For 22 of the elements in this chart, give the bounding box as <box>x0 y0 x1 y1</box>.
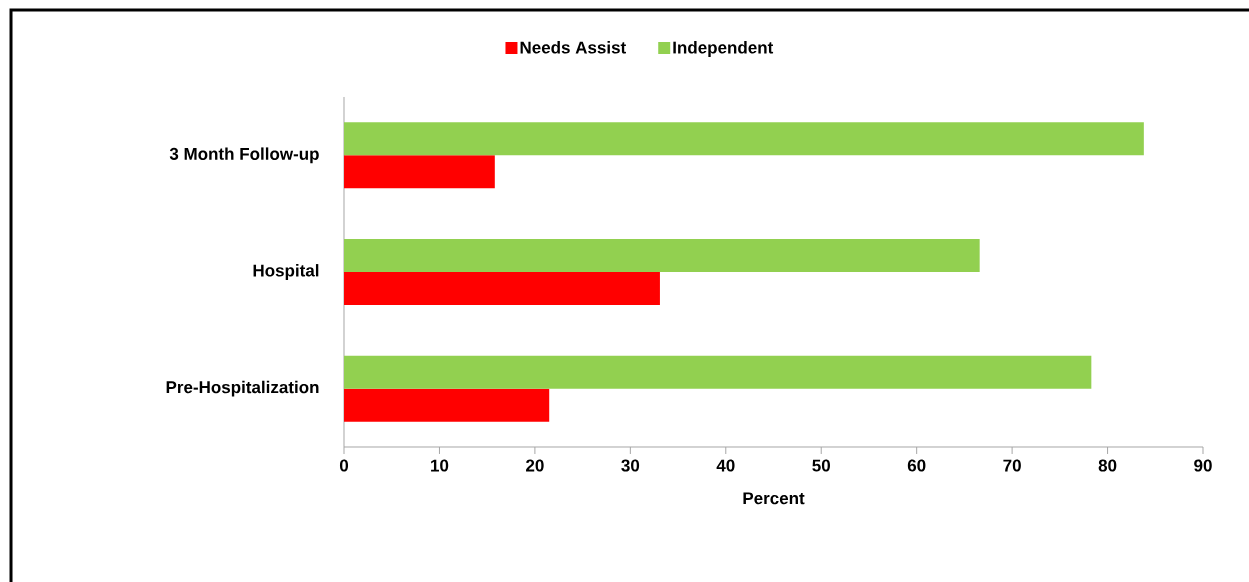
x-tick-label: 50 <box>812 459 830 472</box>
x-tick-label: 40 <box>716 459 735 472</box>
bar <box>344 238 980 272</box>
bar <box>344 271 660 305</box>
y-tick-label: Pre-Hospitalization <box>166 380 319 397</box>
x-tick-label: 0 <box>339 459 349 472</box>
bar <box>344 388 550 422</box>
x-tick-label: 80 <box>1098 459 1117 472</box>
x-tick-label: 30 <box>621 459 640 472</box>
x-axis-title: Percent <box>743 492 805 505</box>
bar <box>344 122 1144 156</box>
x-tick-label: 20 <box>526 459 544 472</box>
x-tick-label: 90 <box>1194 459 1212 472</box>
y-tick-label: Hospital <box>253 264 319 280</box>
x-tick-label: 60 <box>907 459 926 472</box>
y-tick-label: 3 Month Follow-up <box>169 147 319 164</box>
bar <box>344 355 1092 389</box>
bar <box>344 155 495 189</box>
legend-label: Independent <box>673 41 774 57</box>
x-tick-label: 10 <box>431 459 449 472</box>
x-tick-label: 70 <box>1003 459 1021 472</box>
legend-label: Needs Assist <box>520 41 626 54</box>
